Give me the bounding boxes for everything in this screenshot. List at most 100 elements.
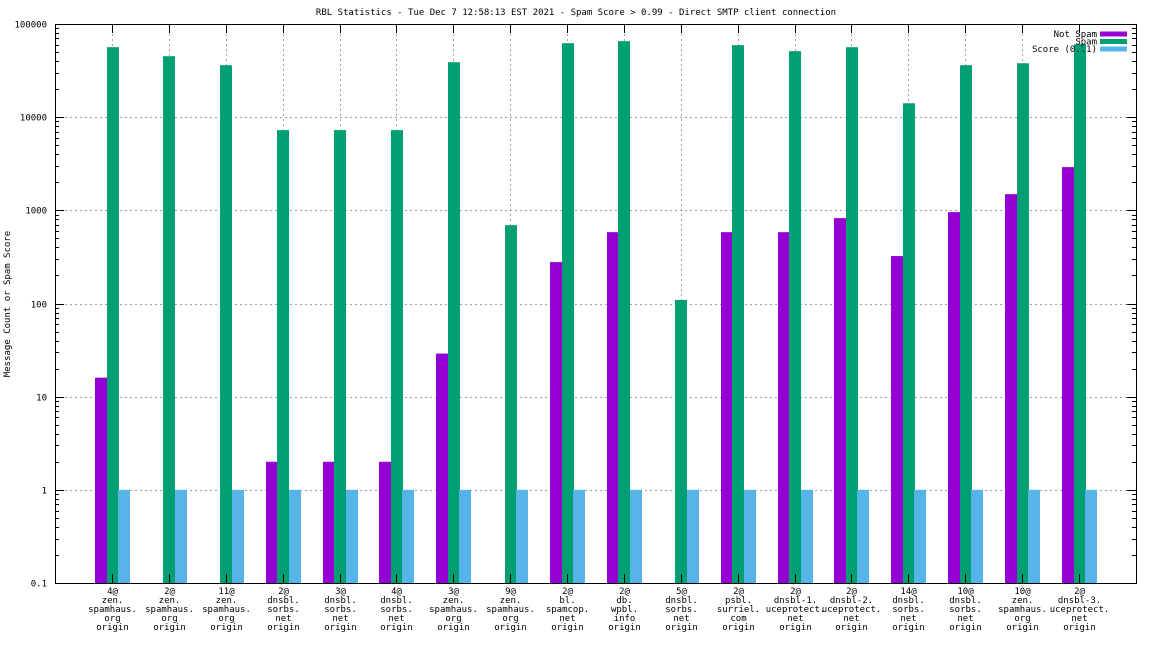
x-tick-label-line: origin xyxy=(437,623,470,633)
x-tick-label-line: origin xyxy=(665,623,698,633)
y-tick-label: 0.1 xyxy=(31,580,47,590)
bar-spam xyxy=(277,130,289,583)
x-tick-label: 2@ zen. spamhaus. org origin xyxy=(145,587,194,633)
x-tick-label-line: dnsbl. xyxy=(665,596,698,606)
x-tick-label-line: 4@ xyxy=(391,587,402,597)
bar-not-spam xyxy=(607,232,619,583)
x-tick-label-line: origin xyxy=(1006,623,1039,633)
bar-spam xyxy=(391,130,403,583)
bar-not-spam xyxy=(95,377,107,583)
x-tick-label-line: zen. xyxy=(159,596,181,606)
x-tick-label-line: 5@ xyxy=(676,587,687,597)
x-tick-label-line: db. xyxy=(616,596,632,606)
bar-score-0-1 xyxy=(459,489,471,583)
bar-score-0-1 xyxy=(914,489,926,583)
x-tick-label-line: net xyxy=(388,614,404,624)
x-tick-label: 3@ zen. spamhaus. org origin xyxy=(429,587,478,633)
bar-score-0-1 xyxy=(232,489,244,583)
x-tick-label-line: origin xyxy=(96,623,129,633)
bar-score-0-1 xyxy=(402,489,414,583)
x-tick-label-line: dnsbl. xyxy=(380,596,413,606)
x-tick-label-line: net xyxy=(900,614,916,624)
x-tick-label: 2@ dnsbl-3. uceprotect. net origin xyxy=(1050,587,1110,633)
y-tick-label: 10 xyxy=(36,394,47,404)
x-tick-label-line: origin xyxy=(1063,623,1096,633)
x-tick-label-line: 2@ xyxy=(278,587,289,597)
x-tick-label-line: sorbs. xyxy=(949,605,982,615)
bar-spam xyxy=(562,43,574,584)
x-tick-label-line: 9@ xyxy=(505,587,516,597)
bar-spam xyxy=(732,45,744,583)
bar-not-spam xyxy=(834,218,846,583)
x-tick-label-line: surriel. xyxy=(717,605,760,615)
x-tick-label-line: net xyxy=(332,614,348,624)
y-tick-label: 100000 xyxy=(14,21,47,31)
y-tick-label: 1 xyxy=(42,487,47,497)
x-tick-label-line: zen. xyxy=(500,596,522,606)
x-tick-label: 11@ zen. spamhaus. org origin xyxy=(202,587,251,633)
bar-not-spam xyxy=(778,232,790,583)
bar-spam xyxy=(1074,44,1086,584)
x-tick-label-line: org xyxy=(104,614,120,624)
chart-title: RBL Statistics - Tue Dec 7 12:58:13 EST … xyxy=(316,8,836,18)
x-tick-label-line: 3@ xyxy=(335,587,346,597)
x-tick-label-line: 10@ xyxy=(957,587,974,597)
bar-spam xyxy=(675,300,687,583)
x-tick-label-line: dnsbl. xyxy=(324,596,357,606)
x-tick-label-line: net xyxy=(1071,614,1087,624)
x-tick-label-line: dnsbl. xyxy=(892,596,925,606)
bar-not-spam xyxy=(948,212,960,584)
x-tick-label-line: uceprotect. xyxy=(1050,605,1110,615)
x-tick-label: 10@ dnsbl. sorbs. net origin xyxy=(949,587,982,633)
x-tick-label-line: zen. xyxy=(1012,596,1034,606)
bar-score-0-1 xyxy=(573,489,585,583)
x-tick-label-line: bl. xyxy=(559,596,575,606)
x-tick-label: 2@ psbl. surriel. com origin xyxy=(717,587,760,633)
x-tick-label-line: 2@ xyxy=(1074,587,1085,597)
x-tick-label-line: origin xyxy=(608,623,641,633)
x-tick-label-line: 2@ xyxy=(562,587,573,597)
bar-score-0-1 xyxy=(1085,489,1097,583)
bar-spam xyxy=(334,130,346,583)
bar-not-spam xyxy=(891,256,903,583)
bar-spam xyxy=(505,225,517,583)
bar-score-0-1 xyxy=(857,489,869,583)
x-tick-label: 3@ dnsbl. sorbs. net origin xyxy=(324,587,357,633)
x-tick-label: 4@ zen. spamhaus. org origin xyxy=(88,587,137,633)
x-tick-label-line: spamhaus. xyxy=(88,605,137,615)
x-tick-label-line: 4@ xyxy=(107,587,118,597)
x-tick-label-line: sorbs. xyxy=(665,605,698,615)
bar-score-0-1 xyxy=(687,489,699,583)
x-tick-label-line: sorbs. xyxy=(324,605,357,615)
x-tick-label-line: spamhaus. xyxy=(429,605,478,615)
legend-swatch xyxy=(1100,31,1127,37)
x-tick-label-line: dnsbl-2. xyxy=(830,596,873,606)
x-tick-label-line: origin xyxy=(324,623,357,633)
bar-score-0-1 xyxy=(801,489,813,583)
x-tick-label-line: sorbs. xyxy=(267,605,300,615)
x-tick-label-line: dnsbl. xyxy=(267,596,300,606)
x-tick-label-line: 3@ xyxy=(448,587,459,597)
bar-not-spam xyxy=(436,353,448,583)
x-tick-label: 2@ dnsbl-1. uceprotect. net origin xyxy=(766,587,826,633)
x-tick-label-line: zen. xyxy=(443,596,465,606)
bar-spam xyxy=(618,41,630,583)
x-tick-label-line: origin xyxy=(494,623,527,633)
x-tick-label-line: wpbl. xyxy=(611,605,638,615)
x-tick-label-line: org xyxy=(218,614,234,624)
legend-swatch xyxy=(1100,39,1127,44)
bar-not-spam xyxy=(550,262,562,583)
x-tick-label-line: net xyxy=(275,614,291,624)
bar-spam xyxy=(163,56,175,583)
x-tick-label-line: 2@ xyxy=(790,587,801,597)
x-tick-label-line: sorbs. xyxy=(892,605,925,615)
bar-spam xyxy=(960,65,972,583)
x-tick-label-line: sorbs. xyxy=(380,605,413,615)
bar-score-0-1 xyxy=(971,489,983,583)
legend-swatch xyxy=(1100,46,1127,52)
x-tick-label-line: info xyxy=(614,614,636,624)
x-tick-label-line: dnsbl-1. xyxy=(774,596,817,606)
legend-label: Score (0..1) xyxy=(1032,45,1097,55)
